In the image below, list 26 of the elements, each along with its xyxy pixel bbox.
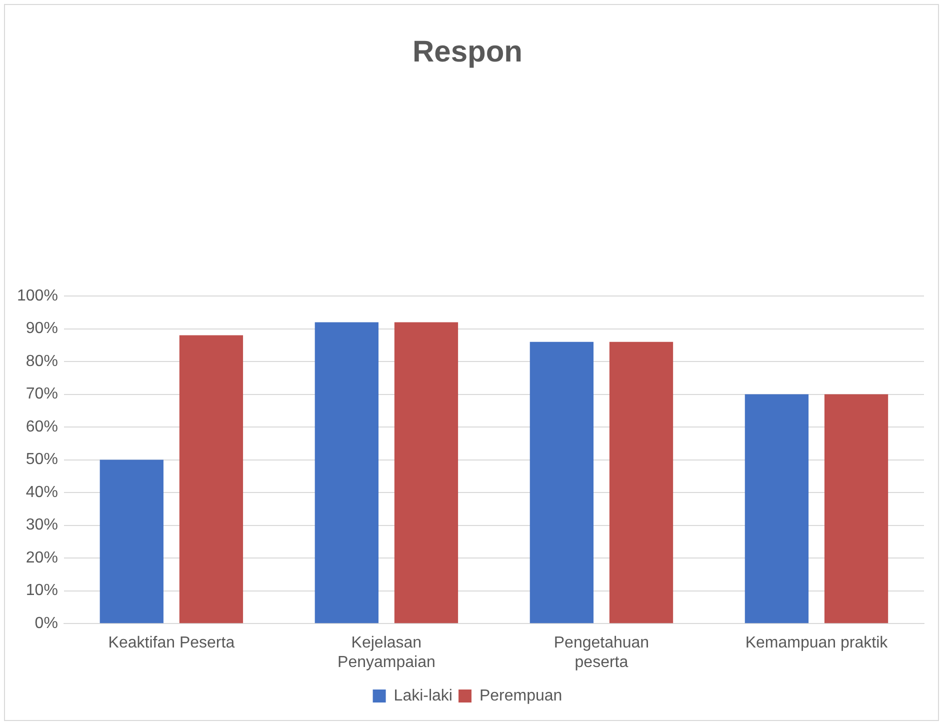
bar (530, 342, 594, 624)
bar (824, 394, 888, 624)
y-tick-label: 10% (26, 582, 58, 600)
y-tick-label: 80% (26, 352, 58, 370)
x-tick-label: Kejelasan Penyampaian (338, 634, 436, 671)
y-tick-label: 40% (26, 484, 58, 501)
y-tick-label: 60% (26, 418, 58, 436)
bar (609, 342, 674, 624)
x-tick-label: Keaktifan Peserta (108, 634, 235, 652)
y-tick-label: 0% (34, 615, 58, 632)
y-tick-label: 50% (26, 451, 58, 468)
x-tick-label: Kemampuan praktik (745, 634, 889, 652)
bar (394, 322, 458, 624)
legend-label: Perempuan (479, 687, 562, 704)
y-tick-label: 20% (26, 549, 58, 566)
bar (179, 335, 244, 624)
y-tick-label: 90% (26, 320, 58, 338)
bar (744, 394, 809, 624)
chart-title: Respon (412, 35, 523, 68)
y-tick-label: 100% (17, 287, 58, 304)
bar (100, 460, 164, 624)
y-tick-label: 30% (26, 516, 58, 534)
y-tick-label: 70% (26, 386, 58, 403)
bar (314, 322, 378, 624)
x-tick-label: Pengetahuan peserta (554, 634, 650, 671)
legend-label: Laki-laki (394, 687, 452, 704)
